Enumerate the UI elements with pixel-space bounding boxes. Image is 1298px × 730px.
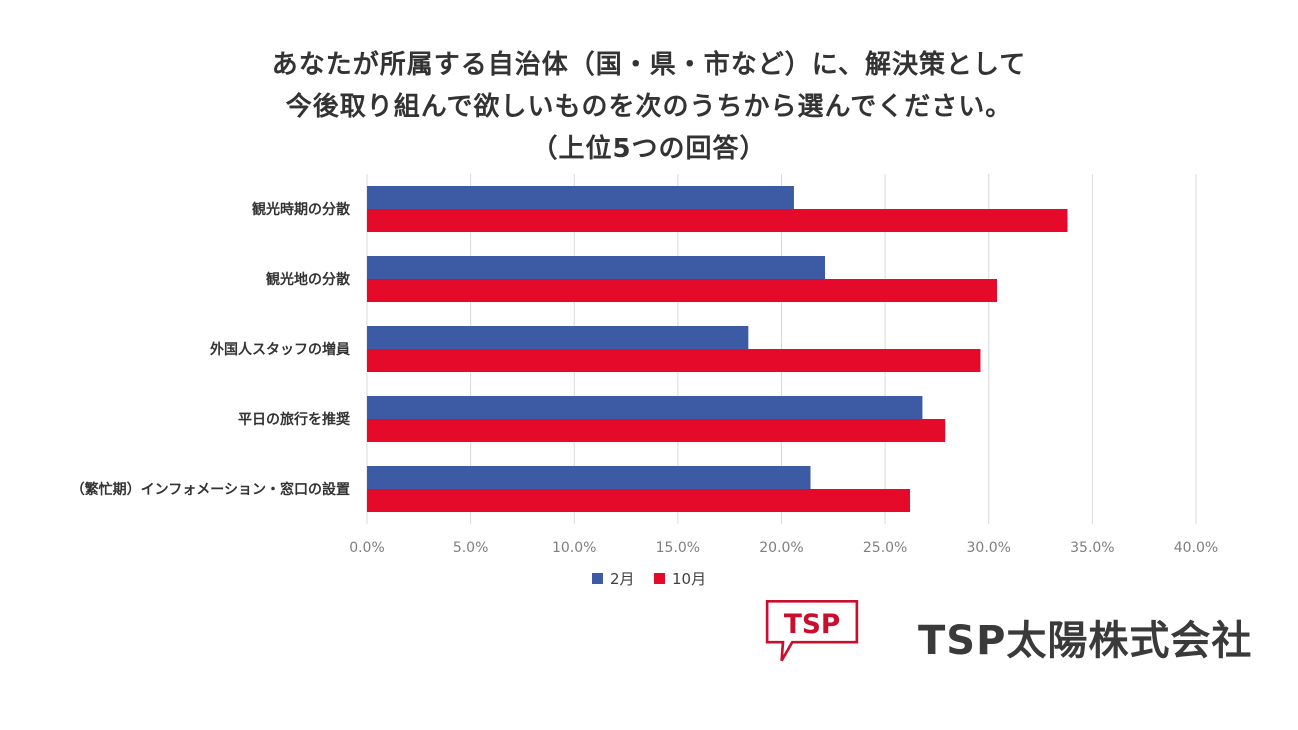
x-tick-label: 40.0% [1174, 540, 1218, 556]
bar-feb [367, 326, 749, 349]
bar-feb [367, 186, 794, 209]
bar-oct [367, 419, 946, 442]
legend-label: 10月 [672, 570, 706, 588]
tsp-logo-icon: TSP [765, 600, 859, 662]
category-label: 観光時期の分散 [252, 201, 351, 218]
x-tick-label: 0.0% [349, 540, 385, 556]
x-tick-label: 5.0% [453, 540, 489, 556]
x-tick-label: 25.0% [863, 540, 907, 556]
x-tick-label: 20.0% [759, 540, 803, 556]
bar-oct [367, 489, 910, 512]
x-tick-label: 10.0% [552, 540, 596, 556]
bar-feb [367, 256, 826, 279]
chart-title-line-1: あなたが所属する自治体（国・県・市など）に、解決策として [271, 50, 1027, 80]
category-label: （繁忙期）インフォメーション・窓口の設置 [71, 481, 350, 498]
x-tick-label: 15.0% [656, 540, 700, 556]
bar-oct [367, 349, 981, 372]
category-label: 観光地の分散 [266, 271, 351, 288]
legend-swatch [654, 573, 665, 584]
bar-feb [367, 396, 923, 419]
bar-oct [367, 279, 998, 302]
chart-title-line-2: 今後取り組んで欲しいものを次のうちから選んでください。 [285, 92, 1013, 122]
legend-label: 2月 [610, 570, 635, 588]
company-name: TSP太陽株式会社 [918, 618, 1253, 664]
category-label: 外国人スタッフの増員 [210, 341, 350, 358]
x-tick-label: 30.0% [967, 540, 1011, 556]
category-label: 平日の旅行を推奨 [238, 411, 351, 428]
logo-mark-text: TSP [784, 609, 840, 640]
legend-swatch [592, 573, 603, 584]
x-tick-label: 35.0% [1070, 540, 1114, 556]
chart-title-line-3: （上位5つの回答） [531, 134, 767, 164]
bar-oct [367, 209, 1068, 232]
bar-feb [367, 466, 811, 489]
